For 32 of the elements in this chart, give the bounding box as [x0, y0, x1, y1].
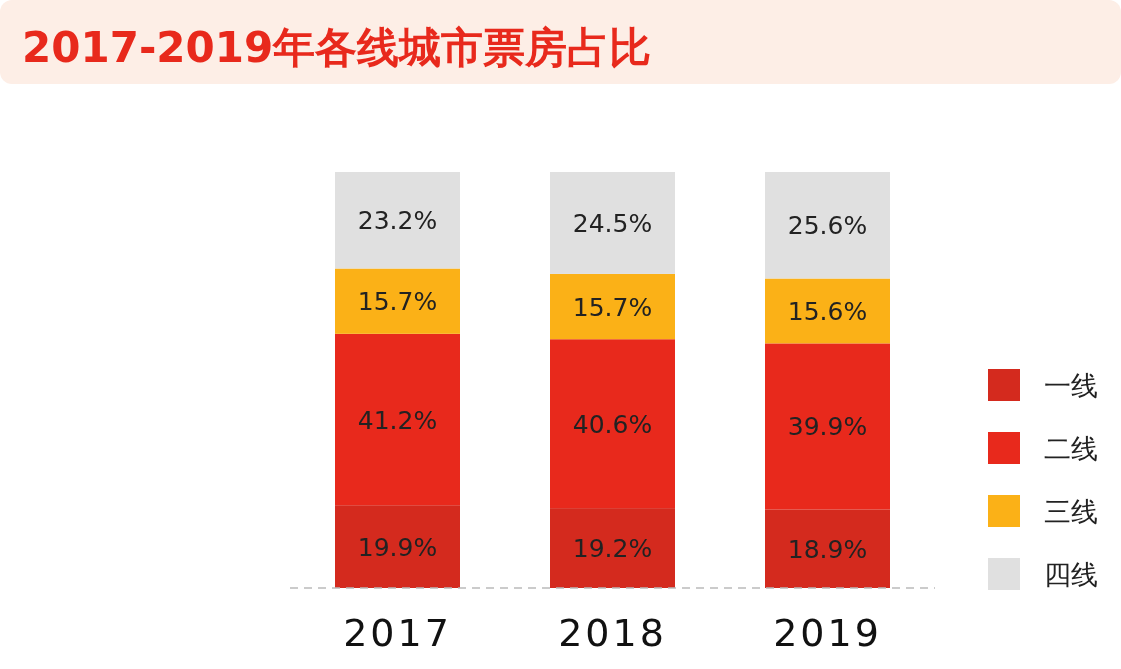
bar	[335, 172, 460, 269]
bar	[765, 509, 890, 588]
data-label: 19.2%	[572, 534, 653, 564]
bar	[765, 172, 890, 279]
bar	[765, 343, 890, 510]
data-label: 39.9%	[787, 412, 868, 442]
x-tick-label: 2018	[558, 611, 667, 655]
data-label: 18.9%	[787, 534, 868, 564]
data-label: 15.6%	[787, 296, 868, 326]
bar	[765, 278, 890, 344]
legend-label: 一线	[1044, 370, 1098, 401]
data-label: 23.2%	[357, 206, 438, 236]
bar	[335, 268, 460, 334]
bar	[550, 273, 675, 340]
data-label: 19.9%	[357, 532, 438, 562]
x-tick-label: 2019	[773, 611, 882, 655]
bar	[550, 339, 675, 509]
data-label: 15.7%	[572, 292, 653, 322]
legend-label: 二线	[1044, 433, 1098, 464]
bar	[335, 505, 460, 588]
data-label: 40.6%	[572, 409, 653, 439]
x-tick-label: 2017	[343, 611, 452, 655]
data-label: 24.5%	[572, 208, 653, 238]
data-label: 15.7%	[357, 287, 438, 317]
data-label: 25.6%	[787, 211, 868, 241]
bar	[335, 333, 460, 506]
legend-label: 四线	[1044, 559, 1098, 590]
legend-label: 三线	[1044, 496, 1098, 527]
bar	[550, 508, 675, 588]
chart-title: 2017-2019年各线城市票房占比	[22, 23, 652, 72]
data-label: 41.2%	[357, 405, 438, 435]
bar	[550, 172, 675, 274]
